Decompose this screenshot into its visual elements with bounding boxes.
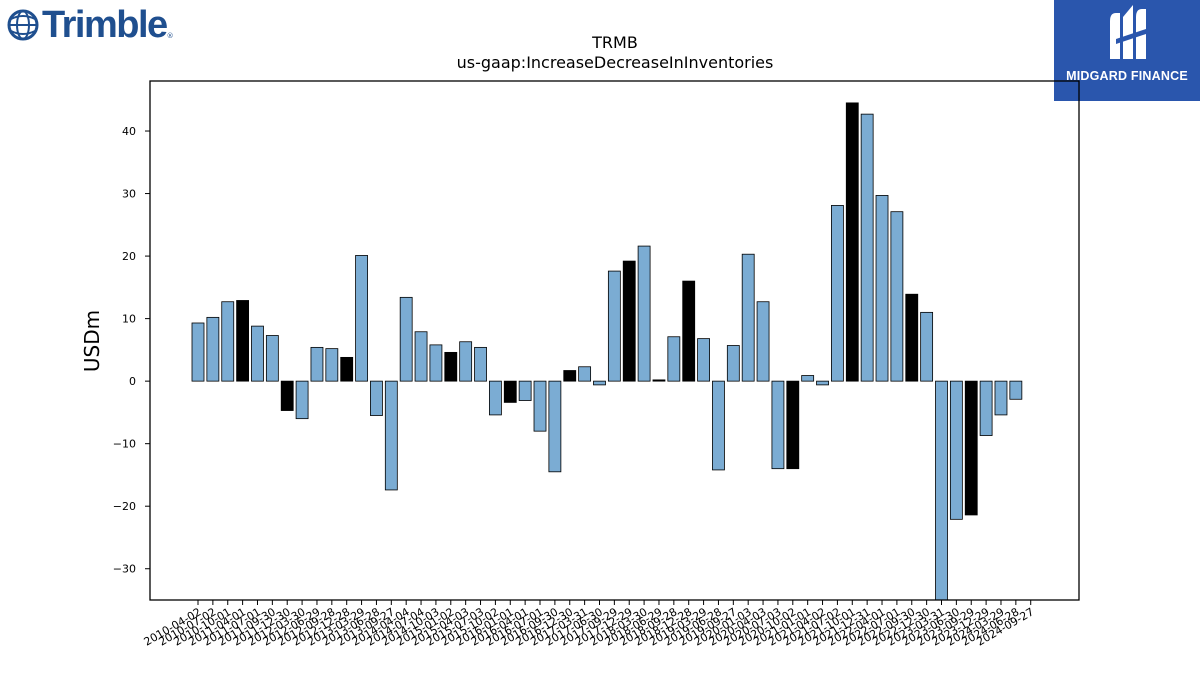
- bar-2023-09-29: [964, 380, 978, 516]
- bar-2016-01-01: [503, 380, 517, 403]
- bar-2012-12-28: [340, 356, 354, 382]
- bar-2021-07-02: [831, 205, 844, 382]
- trimble-globe-icon: [7, 9, 39, 41]
- bar-2011-09-30: [265, 335, 279, 382]
- bar-2017-12-29: [622, 260, 636, 382]
- bar-2012-06-29: [310, 346, 324, 382]
- bar-2015-04-03: [459, 341, 473, 382]
- bar-2015-01-02: [444, 351, 458, 382]
- bars-group: [191, 102, 1023, 601]
- y-axis-label: USDm: [80, 310, 104, 372]
- bar-2024-03-29: [994, 380, 1008, 416]
- bar-2016-07-01: [533, 380, 547, 432]
- midgard-finance-text: MIDGARD FINANCE: [1066, 69, 1188, 83]
- trimble-logo: Trimble ®: [6, 6, 174, 44]
- bar-2017-03-31: [578, 366, 592, 382]
- bar-2010-04-02: [191, 322, 205, 382]
- bar-2021-04-02: [816, 380, 829, 386]
- bar-2013-09-27: [384, 380, 398, 491]
- bar-2024-06-28: [1009, 380, 1023, 400]
- bar-2020-10-02: [786, 380, 800, 470]
- bar-2011-04-01: [236, 300, 250, 382]
- bar-2023-12-29: [979, 380, 993, 436]
- bar-2019-06-28: [712, 380, 725, 471]
- midgard-finance-logo: MIDGARD FINANCE: [1054, 0, 1200, 101]
- bar-2016-04-01: [518, 380, 532, 401]
- bar-2023-06-30: [949, 380, 963, 520]
- y-tick-label: −20: [113, 500, 136, 513]
- bar-2017-09-29: [607, 270, 621, 382]
- bar-2014-07-04: [414, 331, 428, 382]
- bar-2021-10-01: [845, 102, 859, 382]
- x-axis-ticks: 2010-04-022010-07-022010-10-012011-04-01…: [142, 600, 1036, 649]
- bar-2019-03-29: [697, 338, 710, 382]
- bar-2022-04-01: [875, 195, 889, 382]
- y-axis-ticks: −30 −20 −10 0 10 20 30 40: [113, 125, 150, 576]
- bar-2020-01-03: [741, 253, 755, 382]
- bar-2023-03-31: [935, 380, 948, 601]
- bar-2010-07-02: [206, 316, 220, 382]
- bar-2015-10-02: [488, 380, 502, 416]
- trademark-mark: ®: [166, 32, 174, 40]
- y-tick-label: 40: [122, 125, 136, 138]
- bar-2020-07-03: [771, 380, 785, 470]
- bar-2014-10-03: [429, 344, 443, 382]
- chart-title: TRMB: [591, 33, 638, 52]
- bar-2018-12-28: [682, 280, 696, 382]
- bar-2018-09-28: [667, 336, 681, 382]
- midgard-m-icon: [1110, 5, 1146, 59]
- bar-2021-01-01: [801, 375, 815, 382]
- bar-2022-09-30: [905, 293, 919, 382]
- y-tick-label: 30: [122, 188, 136, 201]
- y-tick-label: −30: [113, 563, 136, 576]
- plot-frame: [149, 80, 1080, 601]
- bar-2011-12-30: [280, 380, 294, 411]
- bar-2016-12-30: [563, 370, 577, 382]
- bar-2012-09-28: [325, 348, 339, 382]
- bar-2012-03-30: [295, 380, 309, 420]
- chart-subtitle: us-gaap:IncreaseDecreaseInInventories: [457, 53, 774, 72]
- bar-2021-12-31: [860, 113, 874, 382]
- bar-2010-10-01: [221, 301, 235, 382]
- trimble-logo-text: Trimble: [42, 4, 168, 46]
- bar-2019-09-27: [726, 345, 740, 382]
- bar-2015-07-03: [474, 346, 487, 382]
- bar-2018-03-30: [637, 245, 651, 382]
- bar-2017-06-30: [593, 380, 606, 386]
- bar-2022-12-30: [920, 311, 934, 382]
- y-tick-label: 10: [122, 313, 136, 326]
- bar-2014-04-04: [399, 296, 413, 382]
- bar-2016-09-30: [548, 380, 562, 473]
- bar-2020-04-03: [756, 301, 770, 382]
- y-tick-label: 0: [129, 375, 136, 388]
- bar-2013-06-28: [370, 380, 383, 416]
- y-tick-label: −10: [113, 438, 136, 451]
- bar-2022-07-01: [890, 211, 904, 382]
- bar-2011-07-01: [251, 325, 264, 382]
- bar-2013-03-29: [355, 255, 368, 382]
- bar-2018-06-29: [652, 379, 666, 382]
- y-tick-label: 20: [122, 250, 136, 263]
